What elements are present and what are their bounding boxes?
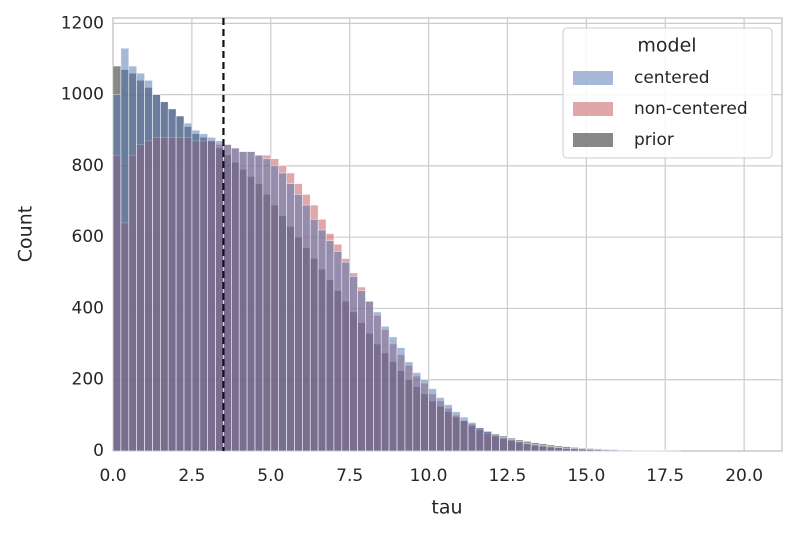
histogram-bar	[263, 159, 271, 451]
histogram-bar	[610, 450, 618, 451]
x-tick-label: 5.0	[257, 466, 284, 486]
histogram-bar	[531, 445, 539, 451]
x-tick-label: 2.5	[178, 466, 205, 486]
histogram-bar	[208, 137, 216, 451]
histogram-bar	[539, 446, 547, 451]
histogram-bar	[373, 312, 381, 451]
histogram-bar	[626, 450, 634, 451]
histogram-bar	[484, 431, 492, 451]
histogram-bar	[342, 262, 350, 451]
x-tick-label: 20.0	[725, 466, 763, 486]
histogram-bar	[239, 152, 247, 451]
legend-swatch	[573, 102, 613, 116]
histogram-bar	[350, 276, 358, 451]
histogram-bar	[318, 230, 326, 451]
histogram-bar	[192, 130, 200, 451]
y-tick-label: 600	[72, 227, 104, 247]
histogram-bar	[358, 291, 366, 451]
histogram-bar	[247, 152, 255, 451]
histogram-bar	[500, 437, 508, 451]
histogram-bar	[152, 95, 160, 451]
histogram-bar	[294, 194, 302, 451]
histogram-bar	[184, 123, 192, 451]
histogram-bar	[326, 241, 334, 451]
histogram-bar	[452, 412, 460, 451]
histogram-bar	[365, 301, 373, 451]
x-tick-label: 12.5	[489, 466, 527, 486]
x-tick-label: 10.0	[410, 466, 448, 486]
histogram-bar	[476, 428, 484, 451]
legend-swatch	[573, 71, 613, 85]
legend-label: non-centered	[634, 99, 748, 119]
legend-label: prior	[634, 130, 674, 150]
histogram-bar	[507, 440, 515, 451]
histogram-bar	[602, 450, 610, 451]
x-tick-label: 15.0	[567, 466, 605, 486]
histogram-bar	[168, 109, 176, 451]
histogram-bar	[334, 251, 342, 451]
histogram-bar	[492, 435, 500, 451]
histogram-bar	[468, 422, 476, 451]
histogram-bar	[563, 448, 571, 451]
y-axis-label: Count	[15, 206, 37, 262]
histogram-bar	[571, 449, 579, 451]
histogram-bar	[413, 373, 421, 451]
histogram-bar	[137, 73, 145, 451]
x-tick-label: 7.5	[336, 466, 363, 486]
legend-title: model	[637, 35, 696, 57]
histogram-bar	[223, 145, 231, 451]
histogram-bar	[421, 380, 429, 451]
histogram-bar	[397, 348, 405, 451]
histogram-bar	[216, 141, 224, 451]
histogram-bar	[176, 116, 184, 451]
histogram-bar	[129, 66, 137, 451]
histogram-bar	[618, 450, 626, 451]
histogram-bar	[310, 219, 318, 451]
histogram-bar	[578, 449, 586, 451]
y-tick-label: 0	[93, 441, 104, 461]
histogram-bar	[444, 405, 452, 451]
y-tick-label: 1200	[61, 13, 104, 33]
legend-label: centered	[634, 68, 710, 88]
histogram-bar	[381, 326, 389, 451]
histogram-bar	[555, 447, 563, 451]
x-tick-label: 17.5	[646, 466, 684, 486]
histogram-bar	[255, 155, 263, 451]
histogram-bar	[436, 398, 444, 451]
histogram-bar	[121, 48, 129, 451]
histogram-bar	[200, 134, 208, 451]
histogram-bar	[460, 417, 468, 451]
histogram-bar	[515, 441, 523, 451]
y-tick-label: 800	[72, 156, 104, 176]
y-tick-label: 200	[72, 370, 104, 390]
x-axis-label: tau	[431, 497, 462, 519]
histogram-bar	[287, 184, 295, 451]
histogram-bar	[302, 205, 310, 451]
histogram-bar	[113, 95, 121, 451]
y-tick-label: 400	[72, 298, 104, 318]
histogram-bar	[547, 447, 555, 451]
y-tick-label: 1000	[61, 85, 104, 105]
legend-swatch	[573, 133, 613, 147]
histogram-bar	[389, 337, 397, 451]
histogram-bar	[271, 166, 279, 451]
histogram-bar	[523, 443, 531, 451]
histogram-bar	[586, 449, 594, 451]
histogram-bar	[405, 362, 413, 451]
histogram-bar	[429, 389, 437, 451]
histogram-bar	[231, 148, 239, 451]
histogram-bar	[160, 102, 168, 451]
histogram-bar	[279, 173, 287, 451]
histogram-bar	[594, 450, 602, 451]
x-tick-label: 0.0	[99, 466, 126, 486]
histogram-bar	[145, 80, 153, 451]
